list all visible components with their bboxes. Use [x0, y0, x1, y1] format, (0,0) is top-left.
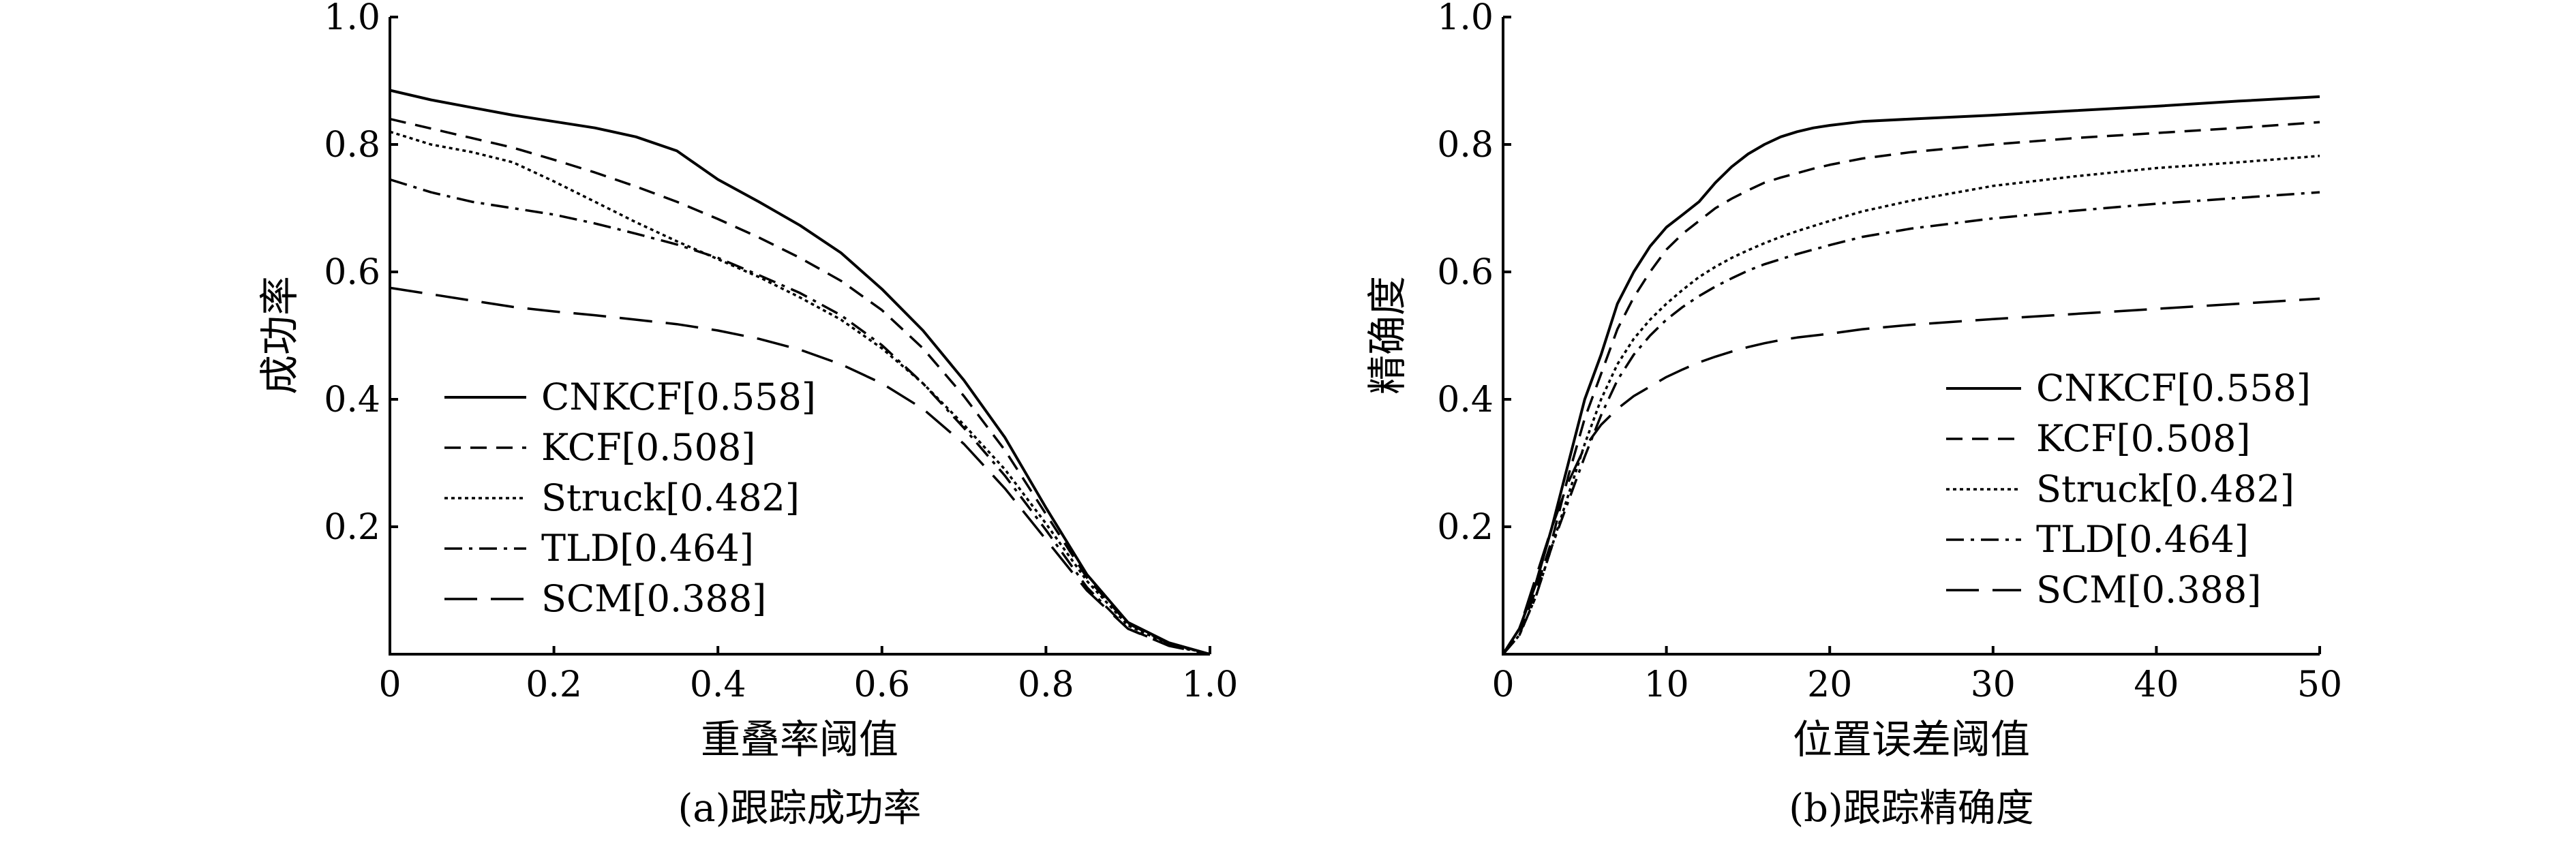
legend-label-2: KCF[0.508] [2036, 417, 2250, 460]
y-axis-label: 成功率 [256, 276, 303, 395]
y-tick-label: 0.2 [1437, 507, 1494, 548]
x-tick-label: 0.4 [690, 664, 746, 705]
legend-label-2: KCF[0.508] [541, 426, 755, 469]
x-tick-label: 1.0 [1182, 664, 1239, 705]
legend-label-4: TLD[0.464] [541, 527, 754, 570]
x-tick-label: 50 [2297, 664, 2342, 705]
y-tick-label: 1.0 [324, 0, 380, 38]
y-tick-label: 0.6 [1437, 252, 1494, 293]
legend-label-3: Struck[0.482] [2036, 467, 2294, 510]
y-tick-label: 0.2 [324, 507, 380, 548]
chart-caption: (b)跟踪精确度 [1789, 786, 2034, 831]
legend-label-5: SCM[0.388] [2036, 568, 2261, 611]
legend-label-5: SCM[0.388] [541, 577, 766, 620]
y-tick-label: 0.8 [324, 125, 380, 166]
x-tick-label: 10 [1644, 664, 1689, 705]
x-tick-label: 0 [1491, 664, 1514, 705]
series-line-5 [1502, 297, 2320, 655]
axis-lines [389, 17, 1210, 656]
y-tick-label: 0.8 [1437, 125, 1494, 166]
legend-label-1: CNKCF[0.558] [2036, 367, 2311, 410]
x-tick-label: 0.6 [853, 664, 910, 705]
chart-caption: (a)跟踪成功率 [678, 786, 921, 831]
series-line-4 [389, 178, 1211, 656]
chart-panel-1: 0 0.2 0.4 0.6 0.8 1.0 0.2 0.4 0.6 0.8 1.0 重叠率阈值 成功率 (… [256, 0, 1238, 831]
series-line-2 [389, 117, 1211, 656]
y-tick-label: 0.4 [1437, 380, 1494, 420]
series-line-3 [389, 130, 1211, 656]
x-tick-label: 0.8 [1018, 664, 1074, 705]
series-line-1 [1502, 95, 2320, 656]
legend-label-4: TLD[0.464] [2036, 518, 2249, 561]
x-axis-label: 位置误差阈值 [1793, 716, 2030, 763]
series-line-1 [389, 89, 1211, 656]
x-axis-label: 重叠率阈值 [701, 716, 898, 763]
y-tick-label: 1.0 [1437, 0, 1494, 38]
y-tick-label: 0.4 [324, 380, 380, 420]
legend-label-1: CNKCF[0.558] [541, 375, 816, 418]
series-line-2 [1502, 121, 2320, 656]
x-tick-label: 0 [378, 664, 401, 705]
y-axis-label: 精确度 [1364, 276, 1410, 395]
y-tick-label: 0.6 [324, 252, 380, 293]
x-tick-label: 20 [1807, 664, 1852, 705]
chart-panel-2: 0 10 20 30 40 50 0.2 0.4 0.6 0.8 1.0 位置误差阈值 精确度 (b)跟踪… [1364, 0, 2342, 831]
series-line-3 [1502, 155, 2320, 656]
x-tick-label: 30 [1971, 664, 2016, 705]
x-tick-label: 40 [2134, 664, 2179, 705]
legend-label-3: Struck[0.482] [541, 476, 800, 519]
x-tick-label: 0.2 [526, 664, 582, 705]
